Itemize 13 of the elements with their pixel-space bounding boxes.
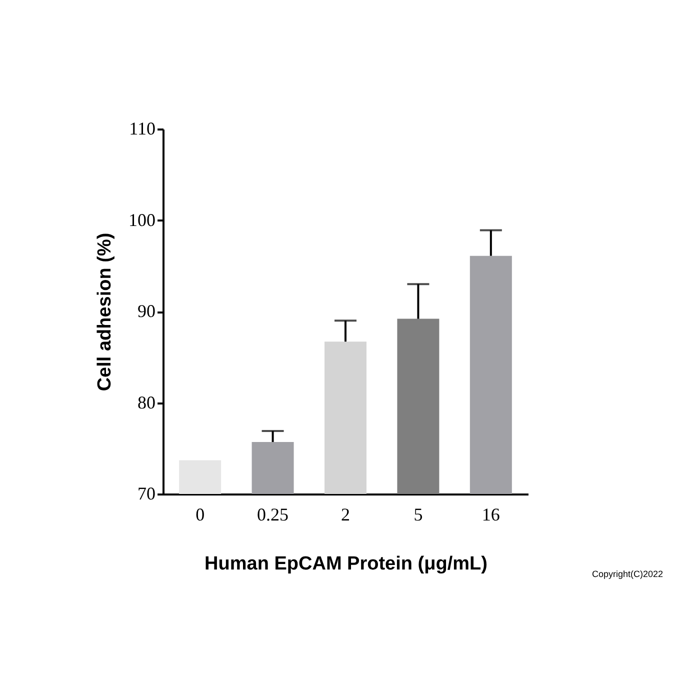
y-tick-label: 80 [138,392,156,412]
y-tick-label: 100 [128,210,156,230]
x-tick-label: 5 [414,504,423,524]
x-tick-label: 16 [482,504,500,524]
x-tick-label: 0 [196,504,205,524]
text: Copyright(C)2022 [592,569,663,579]
y-axis-title: Cell adhesion (%) [94,232,116,392]
y-tick-label: 110 [129,118,156,138]
x-axis-title: Human EpCAM Protein (μg/mL) [204,554,488,574]
x-tick-label: 0.25 [257,504,289,524]
y-tick-label: 70 [138,484,156,504]
y-tick-label: 90 [138,301,156,321]
x-tick-label: 2 [341,504,350,524]
